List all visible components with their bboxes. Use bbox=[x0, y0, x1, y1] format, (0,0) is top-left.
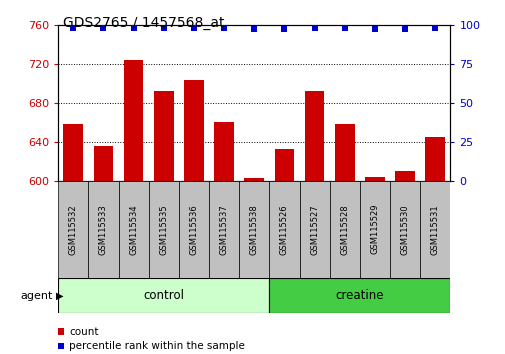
Text: GSM115533: GSM115533 bbox=[99, 204, 108, 255]
Bar bbox=[58, 278, 269, 313]
Bar bbox=[178, 181, 209, 278]
Point bbox=[160, 25, 168, 31]
Text: GSM115538: GSM115538 bbox=[249, 204, 258, 255]
Bar bbox=[184, 80, 204, 181]
Point bbox=[370, 27, 378, 32]
Text: GSM115529: GSM115529 bbox=[370, 204, 379, 255]
Text: ▶: ▶ bbox=[56, 291, 63, 301]
Point bbox=[220, 25, 228, 31]
Text: GSM115526: GSM115526 bbox=[279, 204, 288, 255]
Bar bbox=[334, 124, 354, 181]
Text: GSM115536: GSM115536 bbox=[189, 204, 198, 255]
Text: GDS2765 / 1457568_at: GDS2765 / 1457568_at bbox=[63, 16, 224, 30]
Text: GSM115537: GSM115537 bbox=[219, 204, 228, 255]
Bar bbox=[304, 91, 324, 181]
Text: agent: agent bbox=[21, 291, 53, 301]
Bar bbox=[88, 181, 118, 278]
Bar bbox=[63, 124, 83, 181]
Bar bbox=[389, 181, 419, 278]
Bar bbox=[359, 181, 389, 278]
Text: GSM115535: GSM115535 bbox=[159, 204, 168, 255]
Bar bbox=[269, 278, 449, 313]
Text: GSM115530: GSM115530 bbox=[400, 204, 409, 255]
Bar bbox=[124, 60, 143, 181]
Bar bbox=[209, 181, 239, 278]
Point bbox=[400, 27, 409, 32]
Bar bbox=[239, 181, 269, 278]
Point bbox=[280, 27, 288, 32]
Bar bbox=[299, 181, 329, 278]
Point bbox=[430, 25, 438, 31]
Bar bbox=[118, 181, 148, 278]
Text: creatine: creatine bbox=[335, 289, 383, 302]
Bar bbox=[365, 177, 384, 181]
Text: percentile rank within the sample: percentile rank within the sample bbox=[69, 341, 245, 351]
Text: GSM115534: GSM115534 bbox=[129, 204, 138, 255]
Text: GSM115532: GSM115532 bbox=[69, 204, 78, 255]
Text: GSM115528: GSM115528 bbox=[339, 204, 348, 255]
Text: control: control bbox=[143, 289, 184, 302]
Bar bbox=[269, 181, 299, 278]
Text: GSM115531: GSM115531 bbox=[430, 204, 439, 255]
Point bbox=[340, 25, 348, 31]
Bar bbox=[214, 122, 233, 181]
Bar bbox=[148, 181, 178, 278]
Point bbox=[189, 25, 197, 31]
Text: GSM115527: GSM115527 bbox=[310, 204, 319, 255]
Bar bbox=[329, 181, 359, 278]
Bar bbox=[93, 147, 113, 181]
Bar bbox=[244, 178, 264, 181]
Bar bbox=[419, 181, 449, 278]
Bar bbox=[425, 137, 444, 181]
Point bbox=[69, 25, 77, 31]
Point bbox=[129, 25, 137, 31]
Point bbox=[310, 25, 318, 31]
Bar bbox=[274, 149, 293, 181]
Bar bbox=[394, 171, 414, 181]
Point bbox=[250, 27, 258, 32]
Bar bbox=[58, 181, 88, 278]
Point bbox=[99, 25, 107, 31]
Bar bbox=[154, 91, 173, 181]
Text: count: count bbox=[69, 327, 98, 337]
